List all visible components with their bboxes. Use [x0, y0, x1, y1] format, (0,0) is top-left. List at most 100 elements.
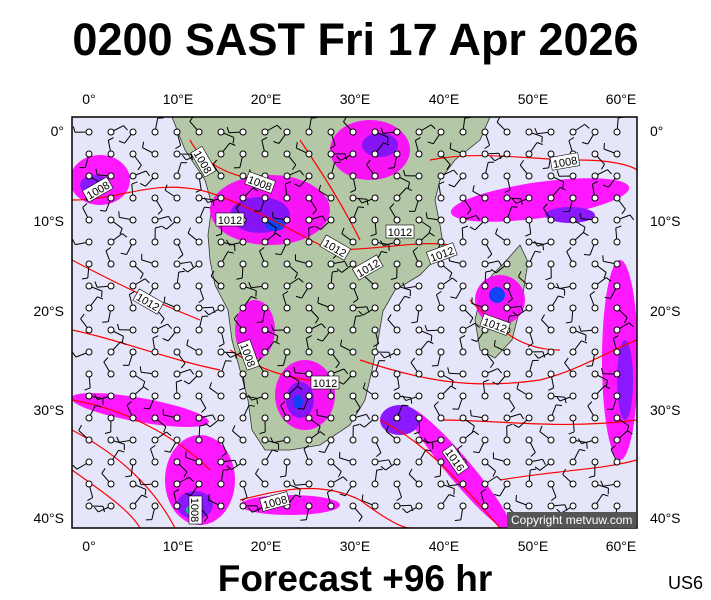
wind-barb: [305, 431, 326, 444]
wind-barb: [512, 304, 533, 317]
wind-barb: [318, 436, 335, 453]
wind-barb: [186, 339, 203, 356]
wind-barb: [547, 392, 567, 404]
wind-barb: [217, 468, 230, 488]
wind-barb: [185, 451, 203, 466]
wind-barb: [255, 468, 269, 488]
wind-barb: [459, 335, 467, 356]
wind-barb: [183, 370, 203, 385]
wind-barbs: [72, 117, 635, 523]
wind-barb: [503, 172, 511, 193]
wind-barb: [79, 150, 93, 169]
wind-barb: [195, 424, 206, 444]
wind-barb: [415, 326, 433, 342]
wind-barb: [380, 348, 401, 359]
wind-barb: [305, 414, 321, 433]
wind-barb: [295, 142, 313, 158]
wind-barb: [327, 270, 339, 290]
wind-barb: [283, 170, 305, 180]
wind-barb: [204, 414, 225, 428]
wind-barb: [359, 414, 379, 428]
wind-barb: [217, 360, 232, 378]
wind-barb: [410, 357, 423, 378]
wind-barb: [490, 150, 511, 162]
wind-barb: [459, 194, 472, 215]
isobar-label: 1008: [188, 495, 203, 525]
wind-barb: [107, 436, 125, 451]
wind-barb: [437, 385, 457, 400]
wind-barb: [78, 424, 93, 444]
wind-barb: [85, 296, 104, 312]
x-tick: 10°E: [163, 538, 194, 554]
wind-barb: [173, 238, 184, 259]
wind-barb: [481, 348, 495, 369]
wind-barb: [459, 322, 480, 334]
wind-barb: [72, 458, 93, 470]
wind-barb: [403, 169, 423, 180]
wind-barb: [390, 260, 401, 280]
wind-barb: [604, 282, 621, 299]
wind-barb: [503, 282, 513, 304]
map-frame: [71, 116, 638, 529]
wind-barb: [371, 436, 382, 457]
wind-barb: [129, 181, 138, 202]
wind-barb: [393, 502, 414, 512]
wind-barb: [187, 227, 203, 246]
wind-barb: [413, 414, 423, 435]
x-tick: 50°E: [518, 91, 549, 107]
wind-barb: [125, 458, 137, 478]
wind-barb: [371, 128, 389, 144]
wind-barb: [542, 150, 555, 170]
wind-barb: [283, 480, 301, 496]
wind-barb: [129, 170, 151, 180]
wind-barb: [93, 392, 115, 401]
svg-text:1012: 1012: [388, 227, 412, 239]
wind-barb: [569, 216, 586, 234]
wind-barb: [613, 225, 622, 246]
wind-barb: [103, 357, 115, 378]
wind-barb: [393, 404, 409, 422]
wind-barb: [339, 451, 357, 466]
wind-barb: [448, 172, 467, 188]
wind-barb: [349, 172, 357, 193]
wind-barb: [239, 296, 257, 312]
wind-barb: [525, 458, 546, 466]
wind-barb: [273, 128, 291, 144]
wind-barb: [173, 162, 188, 180]
wind-barb: [129, 278, 150, 290]
wind-barb: [547, 502, 568, 511]
wind-barb: [454, 502, 467, 522]
wind-barb: [129, 150, 142, 171]
isobar-label: 1012: [385, 224, 415, 239]
x-tick: 0°: [82, 538, 95, 554]
wind-barb: [481, 475, 502, 488]
wind-barb: [341, 227, 357, 246]
wind-barb: [539, 425, 555, 444]
wind-barb: [371, 142, 390, 158]
wind-barb: [327, 150, 348, 160]
wind-barb: [195, 315, 209, 334]
wind-barb: [459, 414, 475, 432]
wind-barb: [459, 117, 471, 136]
wind-barb: [212, 159, 225, 180]
wind-barb: [107, 449, 125, 466]
wind-barb: [261, 124, 282, 136]
wind-barb: [415, 124, 436, 136]
wind-barb: [85, 282, 103, 298]
wind-barb: [425, 212, 445, 224]
wind-barb: [569, 326, 587, 342]
wind-barb: [204, 304, 225, 316]
wind-barb: [370, 216, 379, 237]
wind-barb: [107, 125, 128, 136]
wind-barb: [547, 172, 565, 188]
wind-barb: [259, 414, 269, 435]
svg-text:1008: 1008: [552, 155, 578, 171]
wind-barb: [437, 169, 458, 180]
wind-barb: [231, 425, 247, 444]
wind-barb: [449, 142, 467, 158]
wind-barb: [207, 494, 225, 510]
wind-barb: [149, 444, 159, 466]
wind-barb: [402, 282, 423, 290]
wind-barb: [437, 370, 454, 387]
wind-barb: [105, 246, 115, 268]
